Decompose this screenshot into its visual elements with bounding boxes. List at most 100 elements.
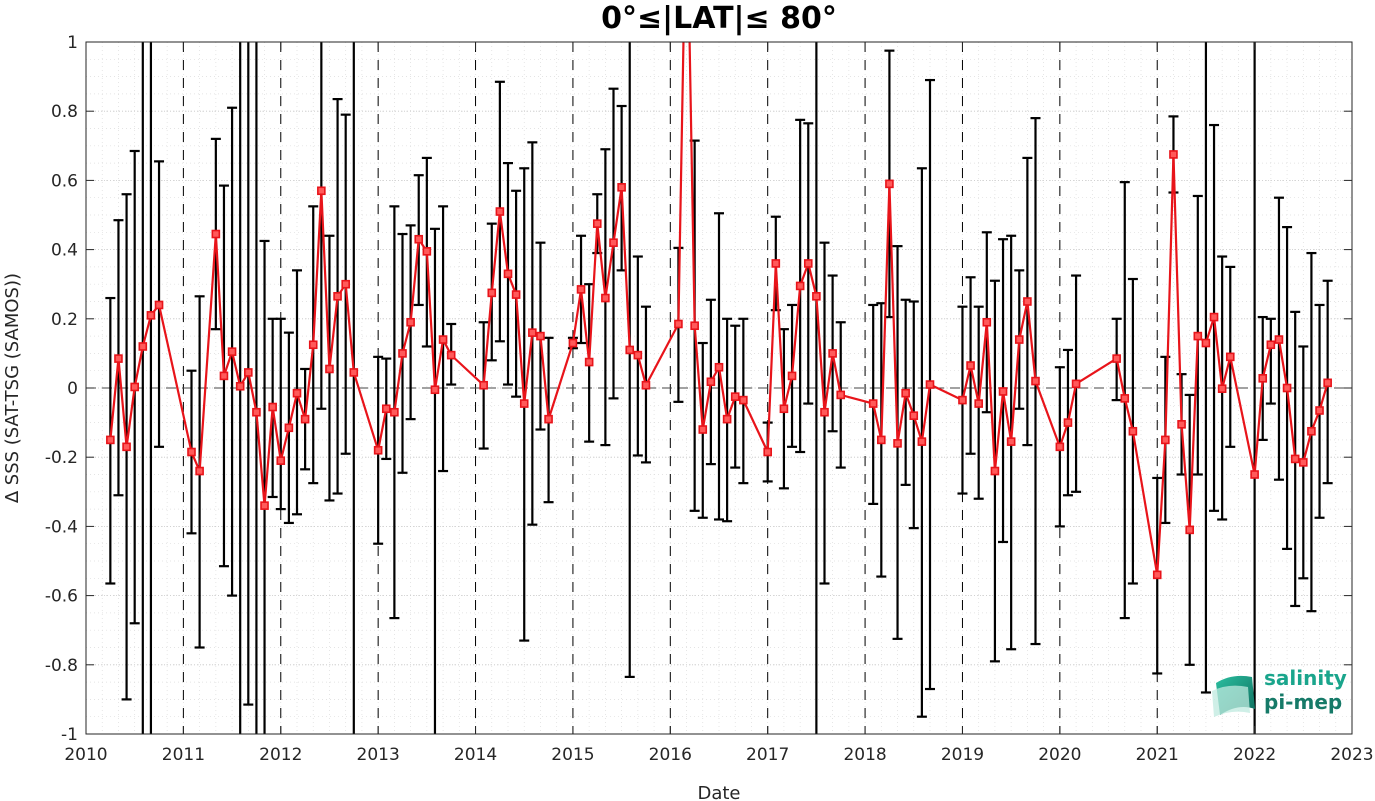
data-point: [1282, 383, 1292, 393]
data-point: [154, 300, 164, 310]
data-point: [739, 395, 748, 405]
salinity-pimep-logo: salinity pi-mep: [1212, 666, 1347, 717]
y-tick-label: -0.8: [45, 656, 78, 676]
y-tick-label: 0.4: [51, 241, 78, 261]
y-tick-label: 0.8: [51, 102, 78, 122]
data-point: [252, 407, 261, 417]
data-point: [341, 279, 350, 289]
data-point: [373, 445, 383, 455]
data-point: [1250, 470, 1259, 479]
data-point: [974, 399, 983, 408]
data-point: [609, 238, 618, 247]
data-point: [106, 435, 115, 445]
logo-text-salinity: salinity: [1264, 666, 1347, 690]
data-point: [1201, 338, 1211, 348]
y-tick-label: 0.2: [51, 310, 78, 330]
data-point: [674, 319, 683, 329]
data-point: [1185, 525, 1194, 535]
x-tick-label: 2019: [941, 745, 984, 765]
data-point: [568, 338, 578, 348]
data-point: [641, 380, 651, 390]
y-tick-label: 0.6: [51, 171, 78, 191]
data-point: [909, 411, 919, 420]
data-point: [325, 364, 334, 374]
data-point: [381, 404, 391, 414]
x-tick-label: 2021: [1136, 745, 1179, 765]
y-tick-label: 1: [67, 33, 78, 53]
data-point: [187, 447, 196, 457]
data-point: [1266, 340, 1276, 350]
y-tick-label: -0.4: [45, 517, 78, 537]
data-point: [690, 321, 699, 331]
data-point: [138, 342, 148, 351]
data-point: [925, 380, 935, 389]
y-tick-label: -1: [61, 725, 78, 745]
data-point: [917, 437, 927, 446]
y-tick-label: -0.6: [45, 587, 78, 607]
data-point: [195, 466, 204, 476]
data-point: [308, 340, 318, 350]
data-point: [284, 423, 294, 433]
data-point: [1055, 442, 1065, 452]
data-point: [544, 414, 553, 424]
data-point: [722, 414, 732, 424]
data-point: [706, 377, 716, 387]
data-point: [511, 290, 521, 299]
data-point: [422, 247, 432, 256]
data-point: [430, 385, 440, 395]
data-point: [414, 234, 424, 244]
data-point: [958, 395, 967, 405]
data-point: [1169, 150, 1178, 159]
data-point: [714, 362, 724, 372]
data-point: [1290, 454, 1300, 464]
logo-text-pimep: pi-mep: [1264, 690, 1342, 714]
data-point: [1307, 426, 1316, 436]
data-point: [633, 350, 643, 360]
data-point: [333, 292, 342, 301]
data-point: [122, 442, 131, 452]
x-axis-ticks: 2010 2011 2012 2013 2014 2015 2016 2017 2018 2019…: [64, 42, 1374, 765]
data-point: [244, 368, 253, 377]
data-point: [219, 371, 229, 381]
data-point: [1023, 297, 1032, 306]
data-point: [1217, 384, 1227, 393]
data-point: [446, 350, 456, 360]
y-axis-ticks: -1 -0.8 -0.6 -0.4 -0.2 0 0.2 0.4 0.6 0.8 1: [45, 33, 1352, 745]
logo-wave-icon: [1212, 675, 1255, 717]
data-point: [276, 456, 286, 465]
data-point: [1014, 335, 1024, 344]
data-point: [868, 399, 878, 408]
y-tick-label: -0.2: [45, 448, 78, 468]
x-tick-label: 2018: [843, 745, 886, 765]
data-point: [317, 186, 326, 196]
data-point: [114, 354, 123, 363]
data-point: [828, 349, 837, 358]
data-point: [390, 407, 399, 417]
data-point: [1112, 354, 1121, 363]
data-point: [1299, 458, 1308, 467]
data-point: [1323, 378, 1332, 388]
data-point: [779, 404, 789, 414]
data-point: [592, 219, 602, 228]
data-point: [235, 381, 245, 391]
data-point: [227, 347, 237, 356]
data-point: [1274, 335, 1284, 344]
data-point: [349, 368, 359, 377]
data-point: [260, 501, 269, 510]
data-point: [966, 361, 975, 370]
data-point: [438, 335, 448, 344]
data-point: [211, 229, 221, 239]
data-point: [1006, 437, 1016, 446]
x-tick-label: 2013: [357, 745, 400, 765]
x-tick-label: 2016: [649, 745, 692, 765]
data-point: [836, 390, 846, 400]
data-point: [901, 388, 910, 398]
data-point: [576, 285, 586, 294]
data-point: [998, 387, 1008, 396]
data-point: [292, 388, 302, 398]
data-point: [130, 382, 139, 392]
data-point: [536, 331, 545, 341]
data-point: [763, 447, 772, 457]
data-point: [1193, 331, 1203, 341]
